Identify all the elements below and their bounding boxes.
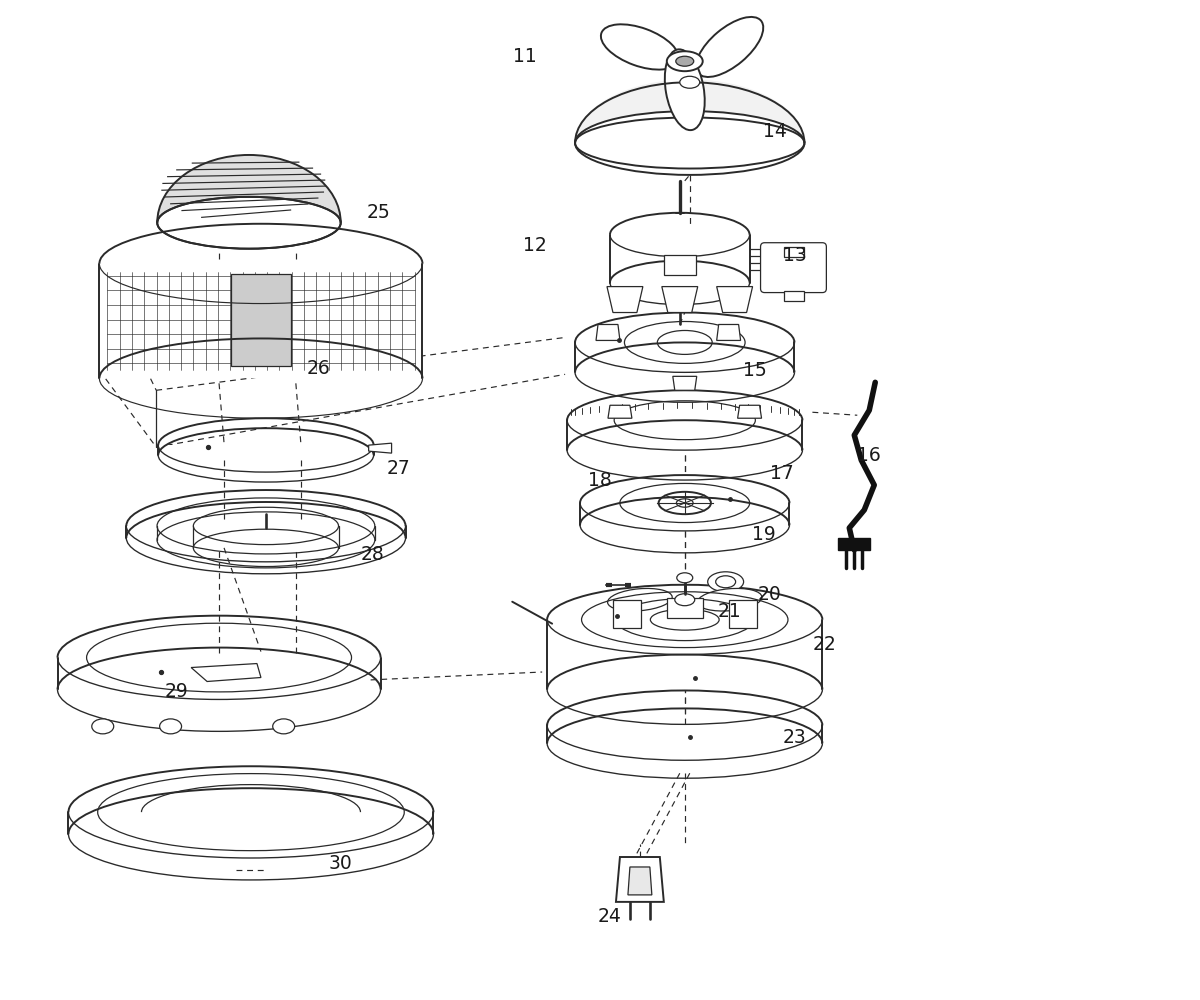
Text: 24: 24 — [598, 907, 622, 926]
Text: 23: 23 — [782, 728, 806, 747]
Polygon shape — [157, 155, 341, 223]
Ellipse shape — [708, 572, 744, 592]
Polygon shape — [232, 274, 290, 366]
Ellipse shape — [697, 588, 762, 611]
Ellipse shape — [160, 719, 181, 734]
Text: 17: 17 — [769, 464, 793, 483]
Polygon shape — [568, 420, 803, 450]
Ellipse shape — [679, 76, 700, 88]
Text: 18: 18 — [588, 471, 612, 490]
Ellipse shape — [601, 24, 679, 70]
Text: 11: 11 — [514, 47, 538, 66]
Ellipse shape — [665, 49, 704, 130]
Polygon shape — [580, 503, 790, 525]
Ellipse shape — [272, 719, 295, 734]
Text: 22: 22 — [812, 635, 836, 654]
Ellipse shape — [674, 594, 695, 606]
Polygon shape — [664, 255, 696, 275]
Polygon shape — [191, 664, 260, 681]
Polygon shape — [716, 324, 740, 340]
Polygon shape — [58, 658, 380, 689]
Polygon shape — [126, 526, 406, 538]
Polygon shape — [628, 867, 652, 895]
Polygon shape — [785, 247, 804, 257]
Text: 14: 14 — [762, 122, 786, 141]
Polygon shape — [673, 376, 697, 390]
Polygon shape — [662, 287, 697, 313]
Polygon shape — [738, 405, 762, 418]
FancyBboxPatch shape — [761, 243, 827, 293]
Polygon shape — [716, 287, 752, 313]
Text: 30: 30 — [329, 854, 353, 873]
Polygon shape — [616, 857, 664, 902]
Text: 20: 20 — [757, 585, 781, 604]
Polygon shape — [575, 79, 804, 143]
Polygon shape — [368, 443, 391, 453]
Ellipse shape — [667, 51, 703, 71]
Polygon shape — [596, 324, 620, 340]
Ellipse shape — [91, 719, 114, 734]
Polygon shape — [158, 445, 373, 455]
Text: 26: 26 — [307, 359, 331, 378]
Text: 19: 19 — [751, 525, 775, 544]
Ellipse shape — [676, 56, 694, 66]
Text: 27: 27 — [386, 459, 410, 478]
Ellipse shape — [607, 588, 672, 611]
Polygon shape — [839, 538, 870, 550]
Ellipse shape — [696, 17, 763, 77]
Text: 21: 21 — [718, 602, 742, 621]
Text: 28: 28 — [361, 545, 384, 564]
Text: 13: 13 — [782, 246, 806, 265]
Ellipse shape — [715, 576, 736, 588]
Text: 29: 29 — [164, 682, 188, 701]
Polygon shape — [610, 235, 750, 283]
Ellipse shape — [575, 111, 804, 175]
Polygon shape — [100, 264, 422, 378]
Text: 16: 16 — [857, 446, 881, 465]
Polygon shape — [547, 725, 822, 743]
Ellipse shape — [157, 197, 341, 249]
Polygon shape — [667, 598, 703, 618]
Polygon shape — [613, 600, 641, 628]
Text: 12: 12 — [523, 236, 547, 255]
Polygon shape — [547, 620, 822, 689]
Polygon shape — [785, 291, 804, 301]
Polygon shape — [575, 342, 794, 372]
Ellipse shape — [677, 573, 692, 583]
Polygon shape — [608, 405, 632, 418]
Polygon shape — [607, 287, 643, 313]
Polygon shape — [728, 600, 756, 628]
Polygon shape — [68, 812, 433, 834]
Text: 25: 25 — [367, 203, 390, 222]
Text: 15: 15 — [743, 361, 767, 380]
